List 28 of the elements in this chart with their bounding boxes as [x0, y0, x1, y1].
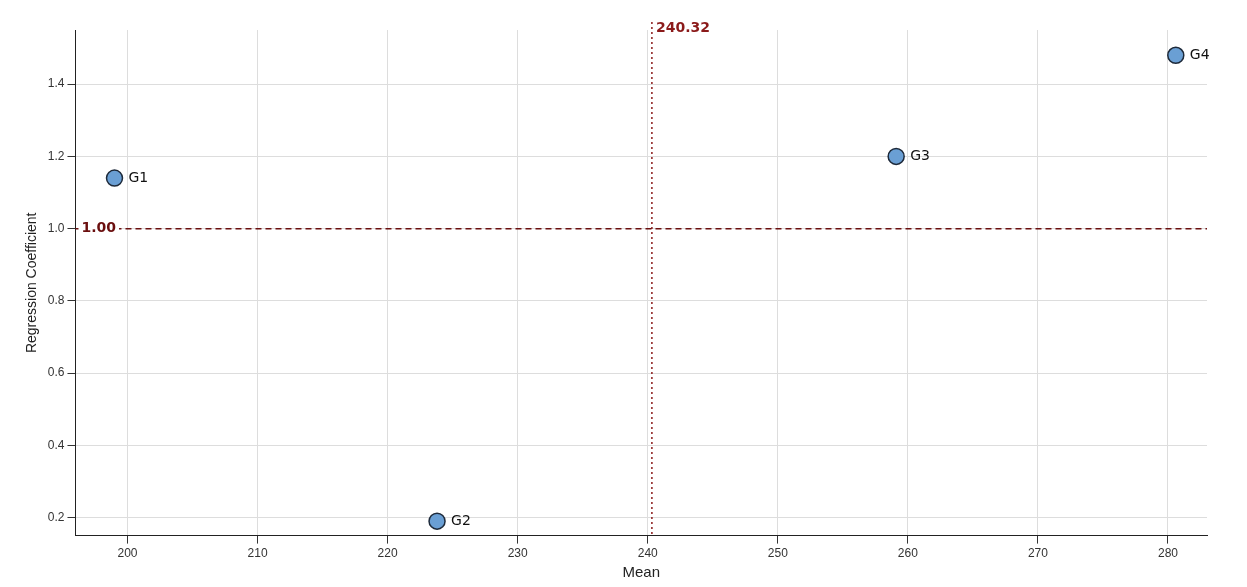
y-axis-title: Regression Coefficient	[23, 212, 40, 354]
x-tick-label: 210	[247, 546, 268, 561]
point	[887, 147, 905, 166]
ref-line-label: 1.00	[81, 219, 117, 236]
y-tick-label: 1.4	[47, 76, 65, 91]
x-tick-label: 220	[377, 546, 398, 561]
x-tick-label: 230	[507, 546, 529, 561]
point	[1167, 46, 1185, 65]
y-tick-label: 0.6	[47, 365, 65, 380]
ref-line-label: 240.32	[655, 18, 710, 35]
x-tick-label: 270	[1027, 546, 1049, 561]
x-tick-label: 250	[767, 546, 789, 561]
x-axis-title: Mean	[622, 563, 661, 581]
point	[105, 169, 124, 187]
x-tick-label: 240	[637, 546, 659, 561]
y-tick-label: 1.0	[47, 220, 65, 235]
annotation: G1	[128, 168, 149, 185]
x-tick-label: 280	[1157, 546, 1179, 561]
y-tick-label: 0.4	[47, 437, 65, 452]
x-tick-label: 200	[117, 546, 138, 561]
annotation: G4	[1189, 45, 1210, 62]
y-tick-label: 0.8	[47, 293, 65, 308]
point	[428, 512, 446, 530]
y-tick-label: 1.2	[47, 148, 65, 163]
y-tick-label: 0.2	[47, 509, 65, 524]
annotation: G3	[910, 147, 930, 164]
x-tick-label: 260	[897, 546, 919, 561]
annotation: G2	[451, 511, 471, 528]
